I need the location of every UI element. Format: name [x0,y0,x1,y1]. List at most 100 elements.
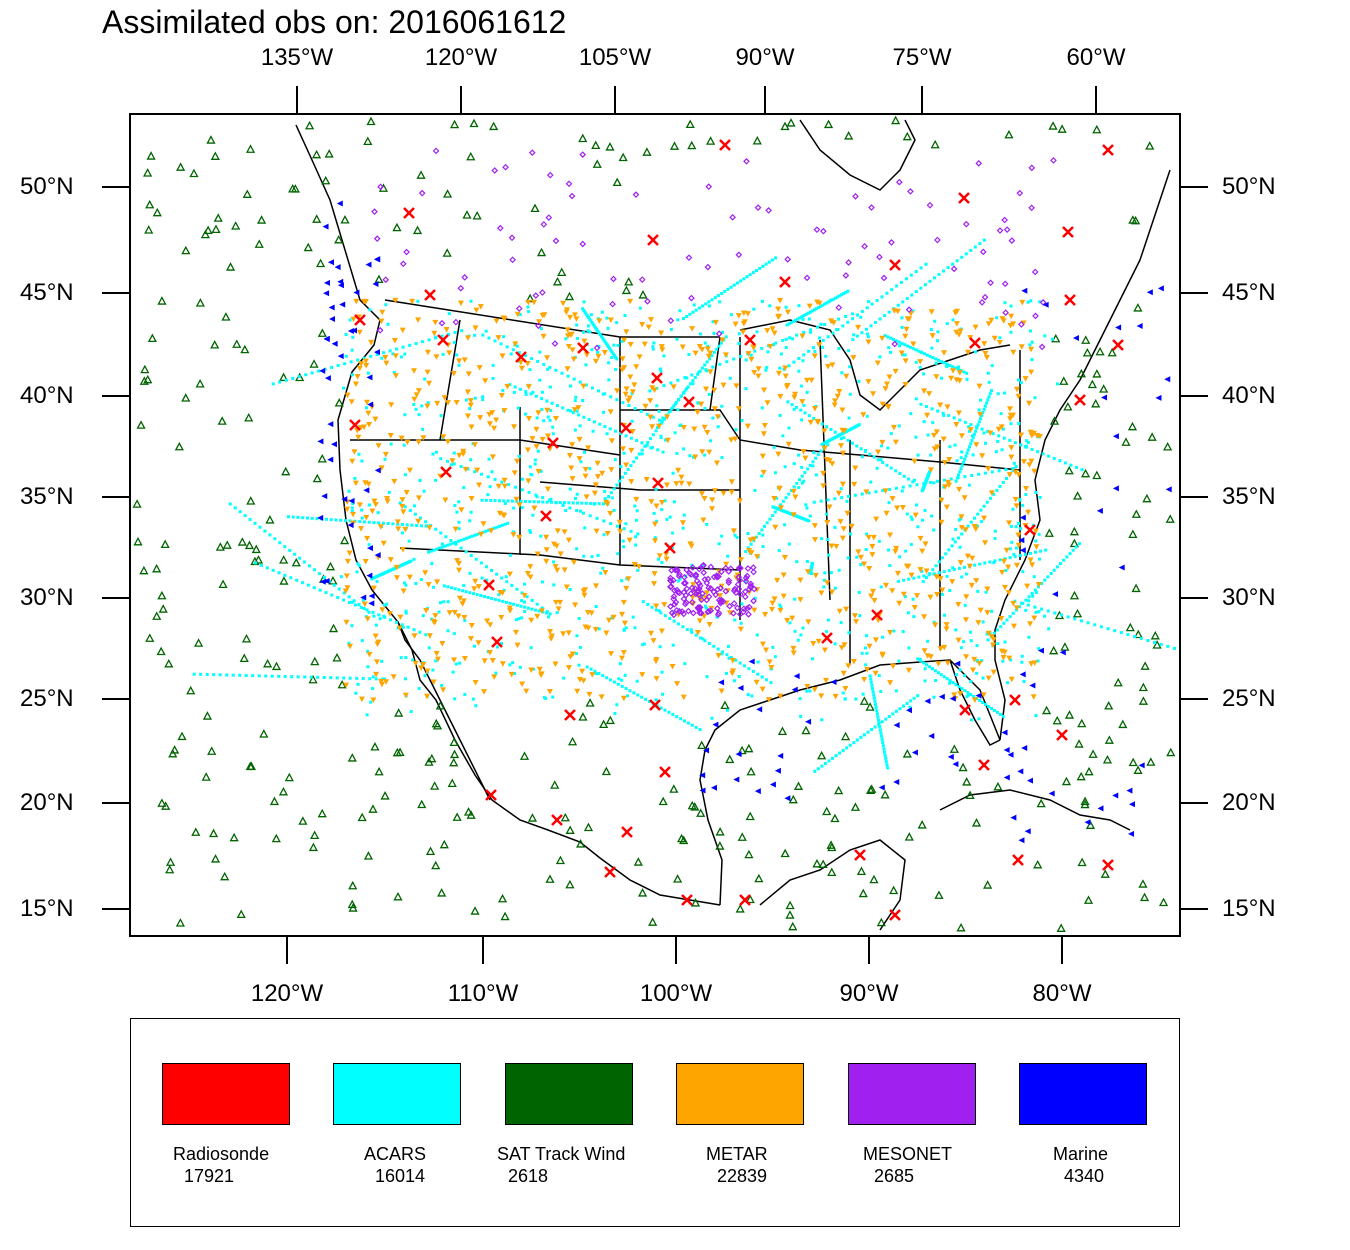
sat-track-wind-marker [648,917,658,926]
acars-marker [567,501,571,505]
acars-marker [1033,588,1037,592]
metar-marker [524,570,531,577]
sat-track-wind-marker [869,874,879,884]
metar-marker [850,355,857,361]
metar-marker [844,510,851,517]
metar-marker [893,545,900,552]
metar-marker [792,391,799,398]
acars-marker [864,327,868,331]
acars-marker [963,603,967,607]
acars-marker [907,577,911,581]
metar-marker [382,355,389,361]
acars-marker [958,418,962,422]
acars-marker [1055,382,1059,386]
metar-marker [976,660,983,667]
metar-marker [871,597,878,604]
acars-marker [972,695,976,699]
left-lat-label: 40°N [20,382,74,409]
sat-track-wind-marker [902,131,912,141]
acars-marker [951,566,955,570]
acars-marker [993,536,997,540]
metar-marker [364,616,371,622]
sat-track-wind-marker [133,536,143,546]
acars-marker [855,555,859,559]
acars-marker [360,516,364,520]
metar-marker [628,447,635,454]
sat-track-wind-marker [348,880,358,890]
metar-marker [1015,472,1022,478]
metar-marker [424,349,431,356]
sat-track-wind-marker [715,827,725,836]
acars-marker [514,618,518,622]
acars-marker [692,303,696,307]
acars-marker [707,642,711,646]
metar-marker [984,586,991,593]
metar-marker [771,496,778,502]
acars-marker [291,515,295,519]
acars-marker [612,343,616,347]
acars-marker [691,310,695,314]
marine-marker [893,779,900,786]
acars-marker [488,485,492,489]
acars-marker [519,499,523,503]
acars-marker [403,413,407,417]
metar-marker [363,514,370,521]
metar-marker [432,319,439,326]
metar-marker [365,481,372,488]
acars-marker [766,350,770,354]
metar-marker [966,563,973,570]
acars-marker [459,464,463,468]
mesonet-marker [1050,157,1057,164]
acars-marker [657,609,661,613]
acars-marker [641,643,645,647]
acars-marker [412,403,416,407]
acars-marker [551,432,555,436]
metar-marker [415,317,422,323]
metar-marker [755,366,762,372]
acars-marker [761,264,765,268]
acars-marker [874,706,878,710]
acars-marker [1011,611,1015,615]
radiosonde-marker [1102,859,1114,871]
metar-marker [616,519,623,526]
acars-marker [917,349,921,353]
metar-marker [524,447,531,453]
marine-marker [1019,547,1026,554]
acars-marker [607,361,611,365]
acars-marker [740,602,744,606]
metar-marker [821,428,828,434]
acars-marker [983,404,987,408]
sat-track-wind-marker [585,698,595,707]
acars-marker [427,646,431,650]
acars-marker [298,556,302,560]
acars-marker [589,313,593,317]
acars-marker [914,397,918,401]
acars-marker [771,645,775,649]
metar-marker [696,344,703,350]
acars-marker [595,328,599,332]
radiosonde-marker [577,342,589,354]
acars-marker [1011,466,1015,470]
metar-marker [981,341,988,347]
acars-marker [585,665,589,669]
acars-marker [587,315,591,319]
metar-marker [929,333,936,339]
acars-marker [914,360,918,364]
metar-marker [735,406,742,412]
acars-marker [671,406,675,410]
acars-marker [529,646,533,650]
acars-marker [829,571,833,575]
metar-marker [619,446,626,452]
metar-marker [712,319,719,326]
metar-marker [902,333,909,340]
acars-marker [399,656,403,660]
sat-track-wind-marker [737,832,747,841]
acars-marker [330,593,334,597]
acars-marker [782,367,786,371]
acars-marker [640,452,644,456]
acars-marker [679,394,683,398]
acars-marker [1062,558,1066,562]
acars-marker [975,524,979,528]
acars-marker [923,667,927,671]
acars-marker [509,352,513,356]
